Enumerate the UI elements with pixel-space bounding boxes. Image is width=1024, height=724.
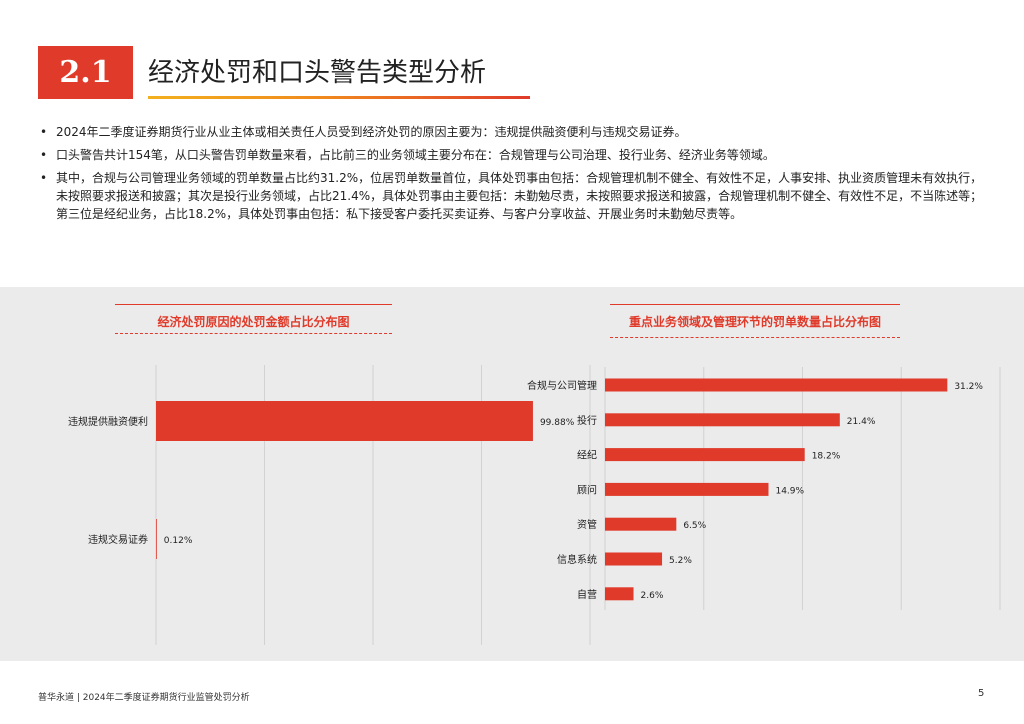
chart1-title-topline <box>115 304 392 305</box>
chart1-category-label: 违规提供融资便利 <box>68 415 148 428</box>
page-title: 经济处罚和口头警告类型分析 <box>148 58 487 88</box>
chart2-category-label: 经纪 <box>577 449 597 462</box>
chart1-title: 经济处罚原因的处罚金额占比分布图 <box>157 315 350 329</box>
chart2-value-label: 2.6% <box>641 591 664 601</box>
page-number: 5 <box>978 688 985 699</box>
title-underline <box>148 96 530 99</box>
chart1-bar <box>156 519 157 559</box>
chart2-category-label: 自营 <box>577 588 597 601</box>
chart2-category-label: 投行 <box>577 414 597 427</box>
chart2-bar <box>605 552 663 566</box>
chart2-bar <box>605 378 948 392</box>
chart2-value-label: 5.2% <box>669 556 692 566</box>
section-number-badge: 2.1 <box>38 46 133 99</box>
chart2-bar <box>605 448 805 462</box>
chart2-value-label: 18.2% <box>812 452 841 462</box>
chart2-category-label: 资管 <box>577 518 597 531</box>
chart1-value-label: 99.88% <box>540 418 575 428</box>
chart2-value-label: 6.5% <box>683 521 706 531</box>
chart2-title: 重点业务领域及管理环节的罚单数量占比分布图 <box>628 315 881 329</box>
bullet-item: 2024年二季度证券期货行业从业主体或相关责任人员受到经济处罚的原因主要为：违规… <box>38 123 993 141</box>
bullet-list: 2024年二季度证券期货行业从业主体或相关责任人员受到经济处罚的原因主要为：违规… <box>38 123 993 228</box>
chart2-bar <box>605 482 769 496</box>
chart2-category-label: 信息系统 <box>557 553 597 566</box>
chart2-value-label: 14.9% <box>775 486 804 496</box>
chart2-bar <box>605 517 677 531</box>
chart1-bar <box>156 401 533 441</box>
chart2-category-label: 顾问 <box>577 483 597 496</box>
chart2-title-bottomline <box>610 337 900 338</box>
chart1-title-bottomline <box>115 333 392 334</box>
chart2-value-label: 21.4% <box>847 417 876 427</box>
charts-panel <box>0 287 1024 661</box>
chart2-bar <box>605 413 840 427</box>
section-number: 2.1 <box>59 55 112 90</box>
chart2-category-label: 合规与公司管理 <box>527 379 597 392</box>
bullet-item: 其中，合规与公司管理业务领域的罚单数量占比约31.2%，位居罚单数量首位，具体处… <box>38 169 993 223</box>
chart2-bar <box>605 587 634 601</box>
chart1-category-label: 违规交易证券 <box>88 533 148 546</box>
chart2-title-topline <box>610 304 900 305</box>
chart2-value-label: 31.2% <box>954 382 983 392</box>
bullet-item: 口头警告共计154笔，从口头警告罚单数量来看，占比前三的业务领域主要分布在：合规… <box>38 146 993 164</box>
footer-source: 普华永道 | 2024年二季度证券期货行业监管处罚分析 <box>38 693 250 703</box>
chart1-value-label: 0.12% <box>164 536 193 546</box>
